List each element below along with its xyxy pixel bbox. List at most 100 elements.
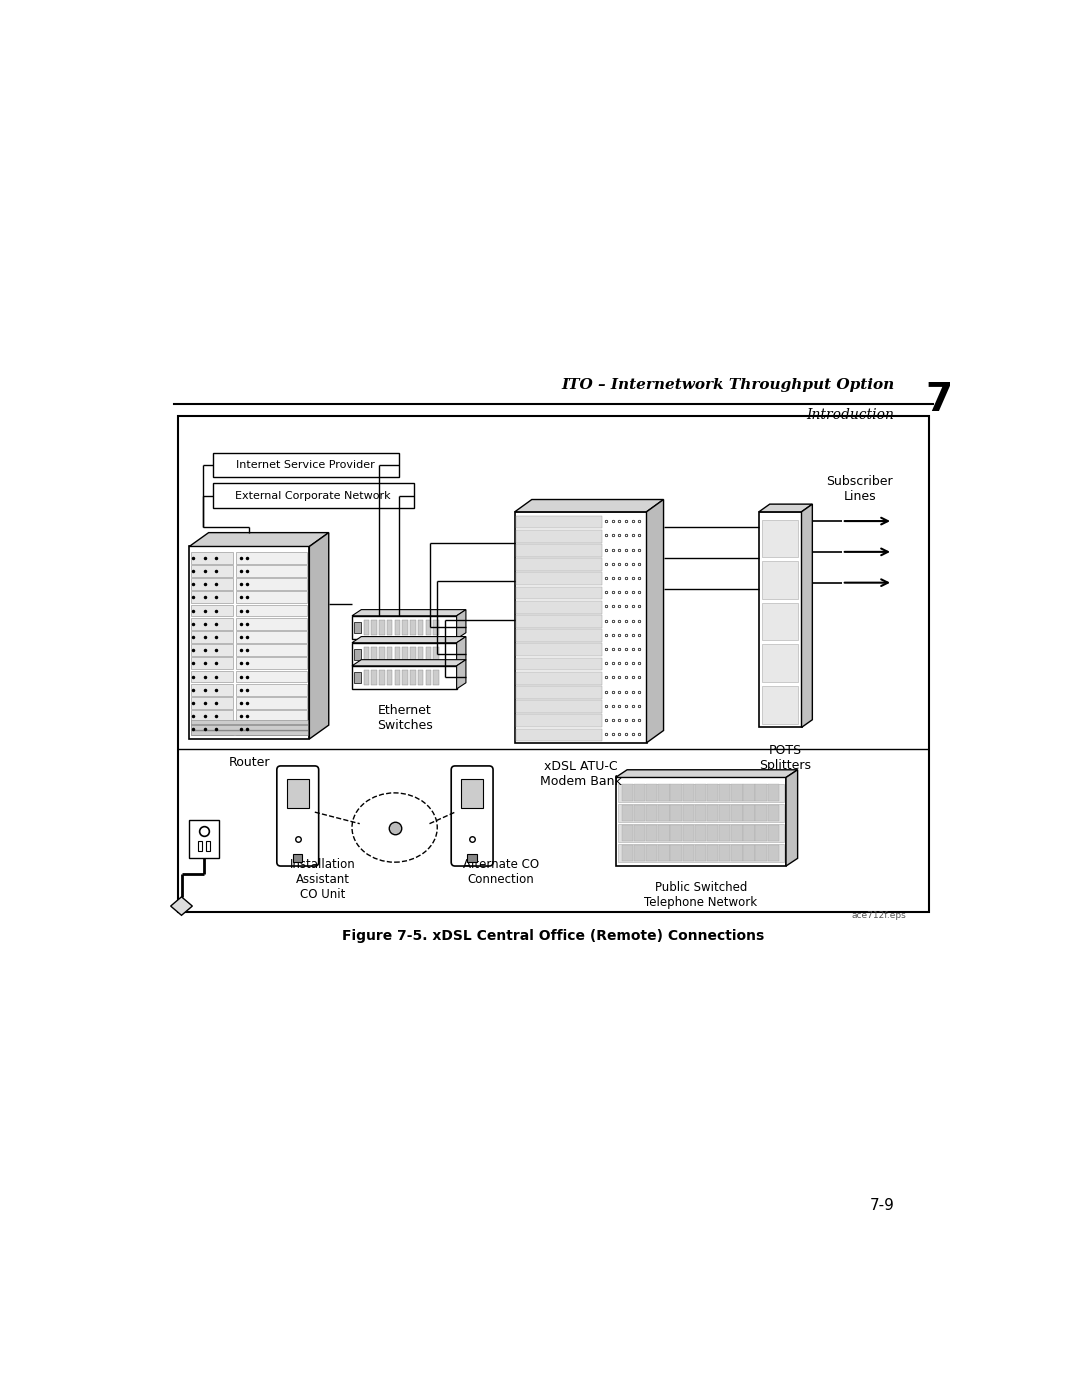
Bar: [706, 824, 718, 841]
Bar: [646, 845, 658, 862]
Bar: [191, 710, 233, 722]
Bar: [762, 520, 798, 557]
Bar: [516, 587, 602, 599]
Bar: [694, 805, 706, 821]
Bar: [694, 824, 706, 841]
Bar: [706, 845, 718, 862]
Bar: [418, 647, 423, 662]
Bar: [235, 710, 307, 722]
Bar: [191, 605, 233, 616]
Bar: [403, 620, 408, 636]
Bar: [387, 669, 392, 685]
Bar: [516, 573, 602, 585]
Bar: [683, 805, 693, 821]
Bar: [410, 669, 416, 685]
Bar: [191, 658, 233, 669]
Text: Subscriber
Lines: Subscriber Lines: [826, 475, 893, 503]
Polygon shape: [786, 770, 798, 866]
Bar: [743, 845, 755, 862]
Bar: [762, 686, 798, 724]
Bar: [516, 559, 602, 571]
Bar: [235, 564, 307, 577]
Bar: [191, 724, 233, 735]
Text: Alternate CO
Connection: Alternate CO Connection: [462, 858, 539, 886]
Bar: [756, 845, 767, 862]
Bar: [731, 824, 743, 841]
Text: ace712f.eps: ace712f.eps: [851, 911, 906, 919]
Bar: [235, 724, 307, 735]
Bar: [759, 511, 801, 728]
Bar: [671, 805, 681, 821]
Polygon shape: [647, 500, 663, 743]
Bar: [516, 529, 602, 542]
Bar: [191, 719, 308, 735]
Bar: [719, 824, 730, 841]
Bar: [403, 647, 408, 662]
Bar: [394, 669, 400, 685]
Bar: [235, 644, 307, 657]
Bar: [394, 620, 400, 636]
Bar: [516, 615, 602, 627]
Polygon shape: [352, 659, 465, 666]
Text: Public Switched
Telephone Network: Public Switched Telephone Network: [644, 882, 757, 909]
Bar: [516, 700, 602, 712]
Bar: [235, 697, 307, 708]
Bar: [634, 824, 645, 841]
Bar: [235, 658, 307, 669]
Bar: [433, 647, 438, 662]
Bar: [731, 805, 743, 821]
Bar: [616, 778, 786, 866]
Bar: [418, 669, 423, 685]
Bar: [191, 552, 233, 563]
Bar: [618, 784, 784, 802]
Text: 7-9: 7-9: [869, 1197, 894, 1213]
Bar: [768, 845, 779, 862]
Bar: [191, 578, 233, 590]
Bar: [379, 669, 384, 685]
Bar: [622, 845, 633, 862]
Bar: [658, 824, 670, 841]
Bar: [768, 784, 779, 800]
Bar: [743, 824, 755, 841]
Bar: [671, 824, 681, 841]
Bar: [756, 805, 767, 821]
Bar: [646, 784, 658, 800]
Bar: [235, 631, 307, 643]
Bar: [235, 552, 307, 563]
Text: ITO – Internetwork Throughput Option: ITO – Internetwork Throughput Option: [562, 379, 894, 393]
Bar: [364, 620, 369, 636]
Bar: [191, 591, 233, 604]
Text: External Corporate Network: External Corporate Network: [235, 490, 391, 500]
FancyBboxPatch shape: [451, 766, 494, 866]
Bar: [387, 620, 392, 636]
Bar: [191, 617, 233, 630]
Bar: [694, 784, 706, 800]
Bar: [756, 784, 767, 800]
Text: Installation
Assistant
CO Unit: Installation Assistant CO Unit: [289, 858, 355, 901]
Bar: [403, 669, 408, 685]
Bar: [426, 647, 431, 662]
Bar: [719, 784, 730, 800]
Bar: [177, 415, 930, 912]
Bar: [671, 784, 681, 800]
Bar: [353, 672, 362, 683]
Bar: [515, 511, 647, 743]
Polygon shape: [457, 609, 465, 638]
Bar: [191, 644, 233, 657]
FancyBboxPatch shape: [276, 766, 319, 866]
Bar: [410, 620, 416, 636]
Polygon shape: [616, 770, 798, 778]
Bar: [762, 644, 798, 682]
Bar: [618, 824, 784, 842]
Text: Router: Router: [229, 756, 270, 768]
Bar: [658, 805, 670, 821]
Bar: [353, 648, 362, 659]
Text: 7: 7: [926, 381, 953, 419]
Bar: [353, 622, 362, 633]
Polygon shape: [352, 637, 465, 643]
Bar: [235, 685, 307, 696]
Bar: [352, 616, 457, 638]
Bar: [706, 805, 718, 821]
Bar: [743, 805, 755, 821]
Bar: [426, 620, 431, 636]
